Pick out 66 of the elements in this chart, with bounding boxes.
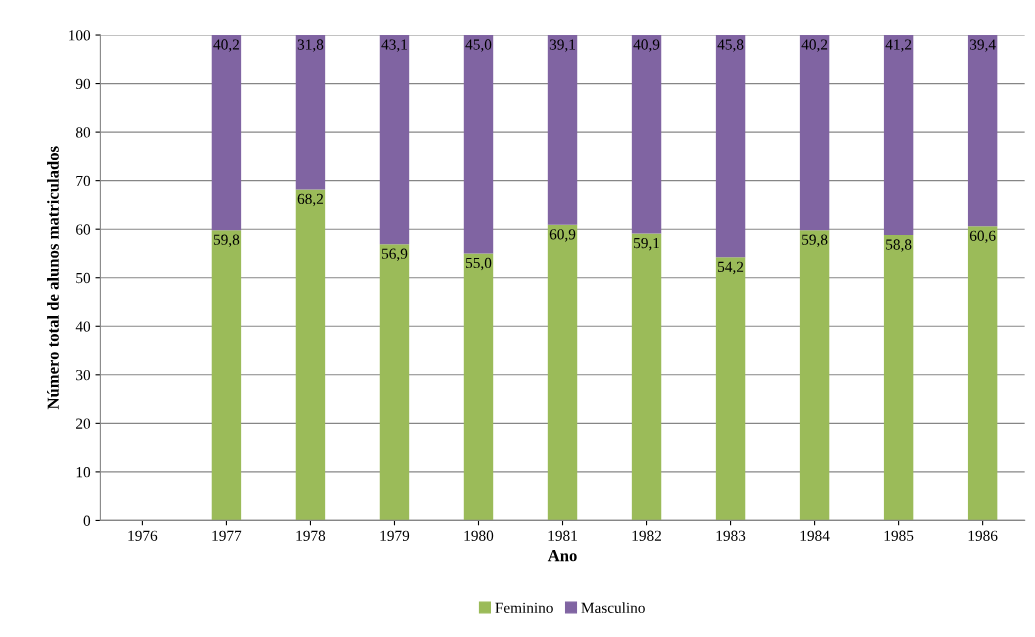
y-tick-label: 100	[69, 30, 91, 41]
bar	[547, 35, 578, 225]
data-label: 40,2	[213, 39, 239, 52]
bar	[463, 35, 494, 254]
bar	[547, 224, 578, 521]
bar	[379, 35, 410, 245]
data-label: 59,8	[802, 234, 828, 247]
bar	[631, 233, 662, 521]
data-label: 59,8	[213, 234, 240, 247]
bar	[799, 230, 830, 521]
data-label: 59,1	[634, 237, 659, 251]
x-tick-label: 1979	[380, 530, 410, 541]
x-tick-label: 1983	[716, 530, 746, 541]
x-tick-label: 1978	[296, 530, 326, 541]
data-label: 39,4	[970, 39, 996, 52]
bar	[715, 257, 746, 521]
data-label: 39,1	[549, 39, 575, 52]
y-tick-label: 30	[76, 369, 91, 381]
x-tick-label: 1977	[212, 530, 242, 541]
bar	[715, 35, 746, 258]
x-axis-title: Ano	[547, 550, 577, 562]
x-tick-label: 1980	[464, 530, 494, 541]
data-label: 40,9	[633, 39, 660, 52]
bar	[967, 226, 998, 521]
bar	[799, 35, 830, 231]
data-label: 68,2	[297, 193, 323, 207]
y-tick-label: 40	[75, 321, 91, 332]
x-tick-label: 1985	[884, 530, 914, 541]
legend-label: Masculino	[581, 602, 645, 613]
data-label: 43,1	[381, 39, 407, 52]
y-tick-label: 80	[75, 127, 91, 138]
y-axis-title: Número total de alunos matriculados	[47, 146, 59, 410]
bar	[211, 35, 242, 231]
x-tick-label: 1982	[632, 530, 661, 541]
x-tick-label: 1984	[800, 530, 830, 541]
y-tick-label: 70	[76, 175, 91, 187]
bar	[883, 235, 914, 521]
y-tick-label: 10	[76, 467, 91, 478]
bar	[967, 35, 998, 227]
data-label: 31,8	[297, 39, 324, 52]
x-tick-label: 1981	[548, 530, 577, 541]
bar	[295, 35, 326, 190]
data-label: 56,9	[382, 248, 408, 262]
y-tick-label: 60	[76, 224, 91, 235]
data-label: 45,0	[465, 39, 492, 52]
bar	[211, 230, 242, 521]
bar	[631, 35, 662, 234]
data-label: 54,2	[718, 261, 744, 275]
x-tick-label: 1986	[968, 530, 998, 541]
data-label: 60,6	[969, 230, 996, 244]
data-label: 40,2	[801, 39, 828, 52]
data-label: 60,9	[549, 229, 576, 242]
bar	[295, 189, 326, 521]
bar	[463, 253, 494, 521]
data-label: 58,8	[886, 239, 912, 252]
data-label: 41,2	[885, 39, 912, 52]
legend-label: Feminino	[495, 602, 553, 613]
x-tick-label: 1976	[128, 530, 158, 541]
y-tick-label: 20	[76, 418, 91, 429]
y-tick-label: 50	[76, 272, 91, 284]
data-label: 45,8	[717, 39, 744, 52]
bar	[379, 244, 410, 521]
y-tick-label: 0	[83, 515, 91, 526]
y-tick-label: 90	[75, 78, 91, 90]
data-label: 55,0	[466, 257, 492, 271]
bar	[883, 35, 914, 236]
